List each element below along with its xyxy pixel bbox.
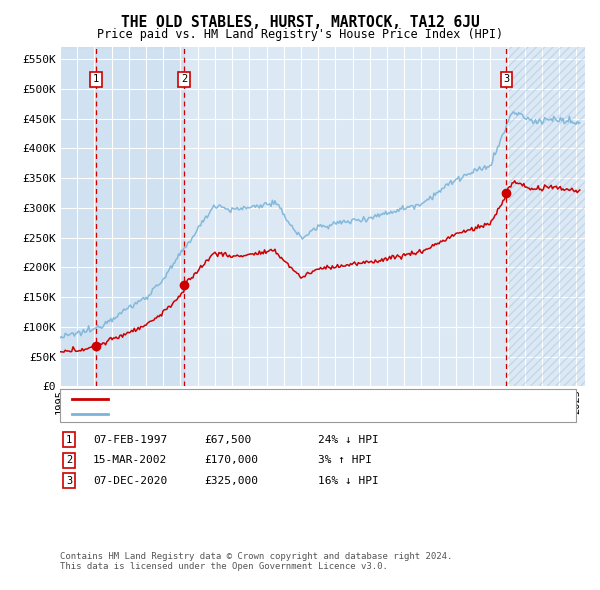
Text: 1: 1 — [66, 435, 72, 444]
Text: 3: 3 — [503, 74, 509, 84]
Text: £325,000: £325,000 — [204, 476, 258, 486]
Text: 2: 2 — [181, 74, 187, 84]
Text: £67,500: £67,500 — [204, 435, 251, 444]
Text: 07-FEB-1997: 07-FEB-1997 — [93, 435, 167, 444]
Text: 15-MAR-2002: 15-MAR-2002 — [93, 455, 167, 465]
Text: THE OLD STABLES, HURST, MARTOCK, TA12 6JU (detached house): THE OLD STABLES, HURST, MARTOCK, TA12 6J… — [114, 394, 476, 404]
Text: 24% ↓ HPI: 24% ↓ HPI — [318, 435, 379, 444]
Bar — [96, 47, 184, 386]
Text: 16% ↓ HPI: 16% ↓ HPI — [318, 476, 379, 486]
Text: THE OLD STABLES, HURST, MARTOCK, TA12 6JU: THE OLD STABLES, HURST, MARTOCK, TA12 6J… — [121, 15, 479, 30]
Text: Price paid vs. HM Land Registry's House Price Index (HPI): Price paid vs. HM Land Registry's House … — [97, 28, 503, 41]
Text: Contains HM Land Registry data © Crown copyright and database right 2024.
This d: Contains HM Land Registry data © Crown c… — [60, 552, 452, 571]
Text: 3: 3 — [66, 476, 72, 486]
Text: 3% ↑ HPI: 3% ↑ HPI — [318, 455, 372, 465]
Bar — [508, 47, 585, 386]
Text: 1: 1 — [93, 74, 99, 84]
Text: 2: 2 — [66, 455, 72, 465]
Text: £170,000: £170,000 — [204, 455, 258, 465]
Bar — [60, 47, 96, 386]
Text: HPI: Average price, detached house, Somerset: HPI: Average price, detached house, Some… — [114, 409, 389, 419]
Text: 07-DEC-2020: 07-DEC-2020 — [93, 476, 167, 486]
Bar — [508, 47, 585, 386]
